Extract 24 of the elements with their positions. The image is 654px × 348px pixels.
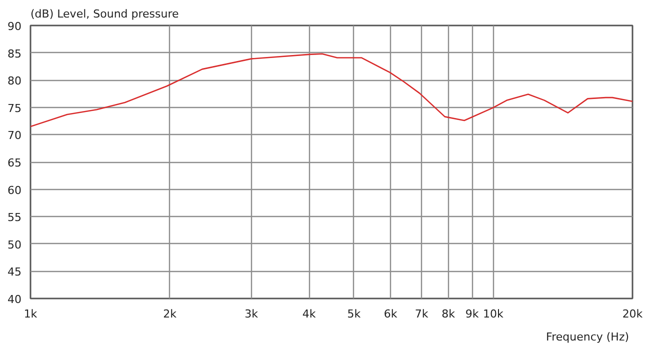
- x-axis-title: Frequency (Hz): [546, 330, 630, 344]
- y-tick-label: 65: [8, 156, 22, 170]
- x-tick-label: 20k: [622, 308, 644, 320]
- y-tick-label: 55: [8, 211, 22, 224]
- y-tick-label: 90: [8, 20, 22, 33]
- x-tick-label: 10k: [483, 308, 504, 320]
- y-tick-label: 75: [8, 102, 22, 115]
- x-tick-label: 9k: [465, 308, 480, 320]
- x-tick-label: 2k: [163, 308, 178, 320]
- x-tick-label: 1k: [24, 308, 38, 320]
- y-tick-label: 60: [8, 184, 22, 197]
- y-tick-label: 80: [8, 74, 22, 88]
- y-tick-label: 85: [8, 47, 22, 60]
- y-axis-title: (dB) Level, Sound pressure: [30, 8, 180, 20]
- x-tick-label: 4k: [302, 308, 316, 320]
- y-tick-label: 45: [8, 266, 22, 279]
- y-tick-label: 50: [8, 238, 22, 252]
- x-tick-label: 8k: [442, 308, 456, 320]
- x-tick-label: 5k: [347, 308, 362, 320]
- y-tick-label: 70: [8, 129, 22, 142]
- x-tick-label: 6k: [384, 308, 398, 320]
- y-tick-label: 40: [8, 293, 22, 306]
- x-tick-label: 3k: [244, 308, 259, 320]
- x-tick-label: 7k: [414, 308, 429, 320]
